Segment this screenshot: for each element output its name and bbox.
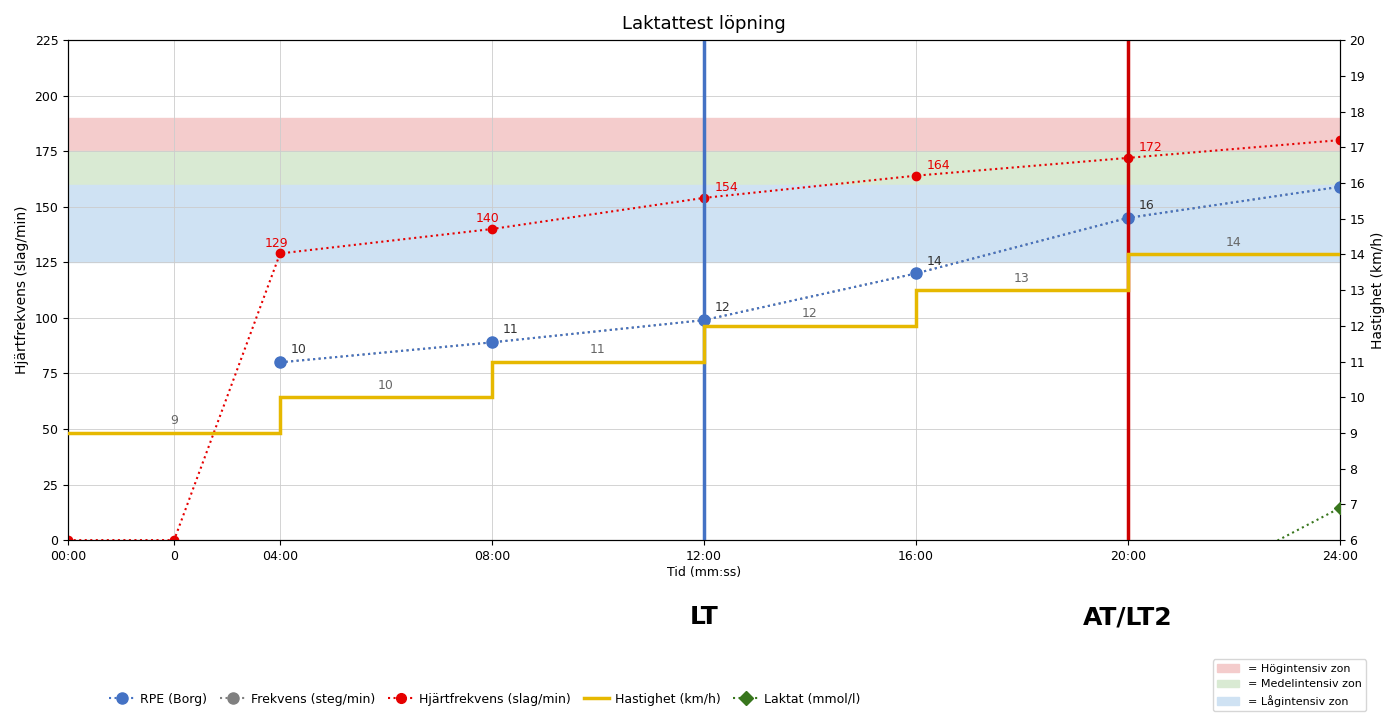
Frekvens (steg/min) [272, 358, 288, 366]
Text: 164: 164 [927, 159, 951, 172]
Text: 11: 11 [591, 343, 606, 356]
Text: 14: 14 [1226, 236, 1242, 249]
Legend: RPE (Borg), Frekvens (steg/min), Hjärtfrekvens (slag/min), Hastighet (km/h), Lak: RPE (Borg), Frekvens (steg/min), Hjärtfr… [104, 688, 865, 710]
Hastighet (km/h) [272, 429, 288, 437]
Text: 13: 13 [1014, 272, 1030, 285]
Hastighet (km/h) [907, 321, 924, 330]
X-axis label: Tid (mm:ss): Tid (mm:ss) [666, 565, 741, 578]
RPE (Borg) [696, 316, 713, 324]
Hjärtfrekvens (slag/min) [907, 172, 924, 180]
Hastighet (km/h) [272, 393, 288, 402]
Laktat (mmol/l) [696, 696, 713, 705]
Text: 154: 154 [714, 181, 738, 194]
Frekvens (steg/min) [483, 338, 500, 347]
Hastighet (km/h) [1120, 286, 1137, 295]
Hastighet (km/h) [1331, 250, 1348, 258]
Text: 129: 129 [265, 237, 288, 250]
RPE (Borg) [483, 338, 500, 347]
Laktat (mmol/l) [60, 711, 77, 720]
Hjärtfrekvens (slag/min) [696, 193, 713, 202]
Hjärtfrekvens (slag/min) [60, 536, 77, 544]
Hjärtfrekvens (slag/min) [1120, 153, 1137, 162]
Text: 9: 9 [171, 414, 178, 427]
Text: 140: 140 [476, 212, 500, 225]
Laktat (mmol/l) [272, 707, 288, 716]
Bar [69, 151, 1340, 185]
Hastighet (km/h) [907, 286, 924, 295]
Frekvens (steg/min) [696, 316, 713, 324]
Text: 172: 172 [1138, 141, 1162, 154]
Hjärtfrekvens (slag/min) [272, 249, 288, 258]
Text: 16: 16 [1138, 199, 1154, 212]
Laktat (mmol/l) [483, 707, 500, 716]
Legend: = Högintensiv zon, = Medelintensiv zon, = Lågintensiv zon: = Högintensiv zon, = Medelintensiv zon, … [1212, 660, 1366, 711]
Line: Frekvens (steg/min): Frekvens (steg/min) [276, 182, 1345, 367]
Frekvens (steg/min) [1331, 182, 1348, 191]
Line: Laktat (mmol/l): Laktat (mmol/l) [64, 504, 1344, 720]
Line: RPE (Borg): RPE (Borg) [274, 181, 1345, 368]
Hastighet (km/h) [696, 321, 713, 330]
RPE (Borg) [272, 358, 288, 366]
Hjärtfrekvens (slag/min) [483, 224, 500, 233]
Hjärtfrekvens (slag/min) [1331, 136, 1348, 145]
Text: AT/LT2: AT/LT2 [1084, 605, 1173, 629]
Line: Hastighet (km/h): Hastighet (km/h) [69, 254, 1340, 433]
Y-axis label: Hastighet (km/h): Hastighet (km/h) [1371, 232, 1385, 349]
Text: LT: LT [690, 605, 718, 629]
Bar [69, 185, 1340, 262]
Laktat (mmol/l) [1120, 615, 1137, 623]
Laktat (mmol/l) [907, 657, 924, 666]
Frekvens (steg/min) [907, 269, 924, 278]
Hastighet (km/h) [483, 357, 500, 366]
Text: 12: 12 [714, 301, 731, 314]
Text: 10: 10 [378, 379, 393, 392]
Text: 14: 14 [927, 255, 942, 268]
Text: 10: 10 [291, 343, 307, 356]
Hastighet (km/h) [1120, 250, 1137, 258]
Hastighet (km/h) [483, 393, 500, 402]
Hastighet (km/h) [60, 429, 77, 437]
Hjärtfrekvens (slag/min) [165, 536, 182, 544]
Laktat (mmol/l) [1331, 504, 1348, 513]
Frekvens (steg/min) [1120, 214, 1137, 222]
Hastighet (km/h) [696, 357, 713, 366]
Text: 12: 12 [802, 307, 818, 320]
Y-axis label: Hjärtfrekvens (slag/min): Hjärtfrekvens (slag/min) [15, 206, 29, 374]
Bar [69, 118, 1340, 151]
RPE (Borg) [1120, 214, 1137, 222]
RPE (Borg) [1331, 182, 1348, 191]
Text: 11: 11 [503, 324, 518, 337]
RPE (Borg) [907, 269, 924, 278]
Title: Laktattest löpning: Laktattest löpning [622, 15, 785, 33]
Line: Hjärtfrekvens (slag/min): Hjärtfrekvens (slag/min) [64, 136, 1344, 544]
